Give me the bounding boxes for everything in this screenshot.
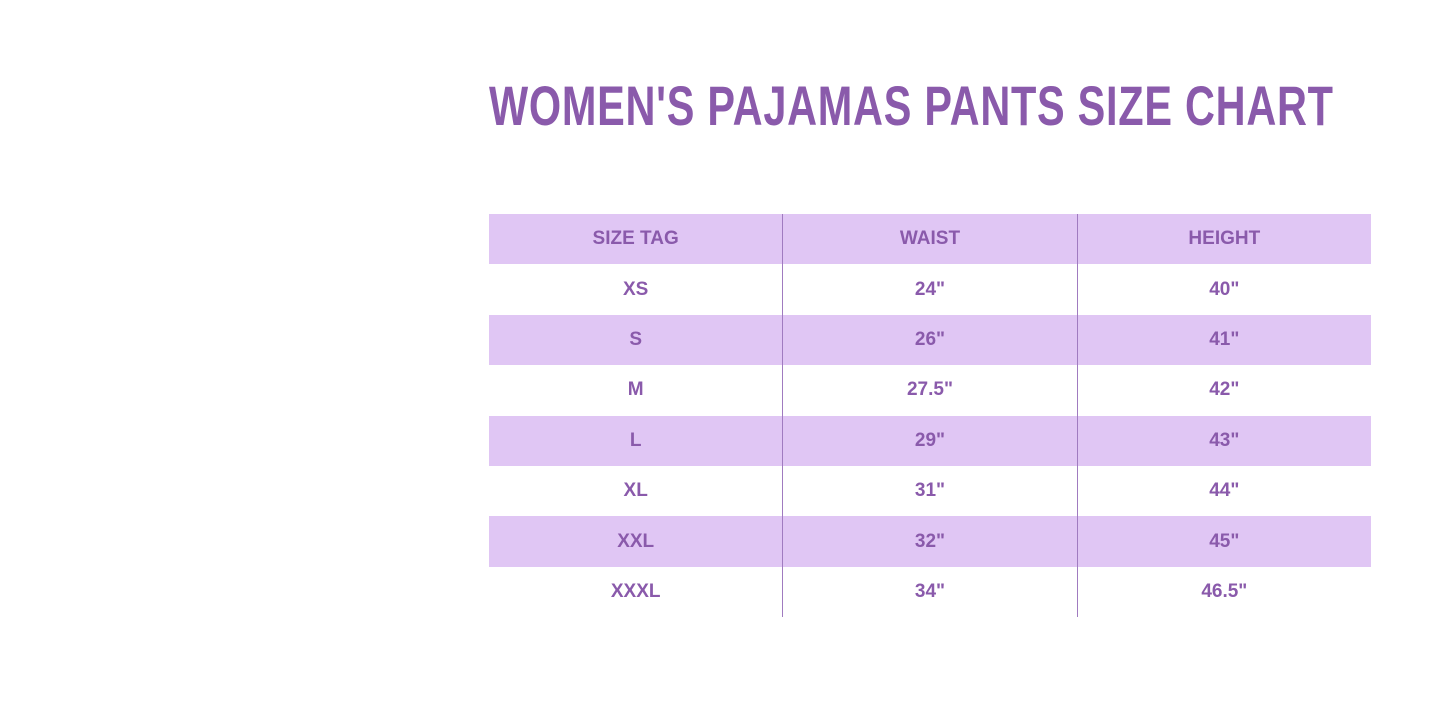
column-header: WAIST (782, 214, 1076, 265)
table-row: S 26" 41" (489, 314, 1371, 366)
table-cell: 34" (782, 566, 1076, 618)
table-cell: 43" (1076, 415, 1371, 466)
table-row: L 29" 43" (489, 415, 1371, 466)
table-cell: 45" (1076, 516, 1371, 567)
column-header: SIZE TAG (592, 228, 679, 250)
table-cell: S (629, 328, 642, 350)
table-cell: 29" (782, 415, 1076, 466)
table-cell: XXL (617, 530, 655, 552)
table-cell: 27.5" (782, 365, 1076, 416)
table-row: XXXL 34" 46.5" (489, 566, 1371, 618)
table-cell: 24" (782, 264, 1076, 315)
page-title: WOMEN'S PAJAMAS PANTS SIZE CHART (489, 74, 1334, 137)
column-header: HEIGHT (1076, 214, 1371, 265)
table-cell: XL (623, 480, 648, 502)
table-row: XL 31" 44" (489, 465, 1371, 517)
table-row: M 27.5" 42" (489, 365, 1371, 416)
table-cell: 40" (1076, 264, 1371, 315)
table-cell: M (627, 379, 644, 401)
table-cell: 32" (782, 516, 1076, 567)
header-row: SIZE TAG WAIST HEIGHT (489, 214, 1371, 265)
table-cell: L (629, 429, 642, 451)
table-cell: XXXL (610, 580, 661, 602)
table-cell: 44" (1076, 465, 1371, 517)
table-row: XS 24" 40" (489, 264, 1371, 315)
table-cell: 41" (1076, 314, 1371, 366)
table-cell: 42" (1076, 365, 1371, 416)
size-chart-table: SIZE TAG WAIST HEIGHT XS 24" 40" S 26" 41" M 27.5"… (489, 214, 1371, 618)
table-cell: 31" (782, 465, 1076, 517)
table-row: XXL 32" 45" (489, 516, 1371, 567)
table-cell: 46.5" (1076, 566, 1371, 618)
table-cell: XS (622, 278, 649, 300)
table-cell: 26" (782, 314, 1076, 366)
